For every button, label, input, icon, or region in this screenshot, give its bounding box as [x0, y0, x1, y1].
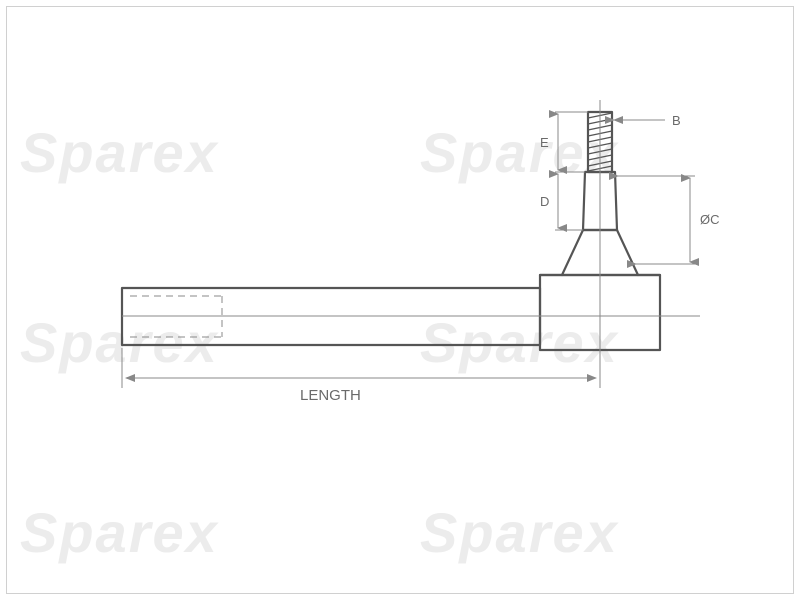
label-d: D — [540, 194, 549, 209]
tie-rod-end-diagram: E D B ØC LENGTH — [0, 0, 800, 600]
part-outline — [122, 112, 660, 350]
centerlines — [122, 100, 700, 365]
label-b: B — [672, 113, 681, 128]
dim-length — [122, 348, 600, 388]
label-oc: ØC — [700, 212, 720, 227]
label-e: E — [540, 135, 549, 150]
label-length: LENGTH — [300, 387, 361, 404]
